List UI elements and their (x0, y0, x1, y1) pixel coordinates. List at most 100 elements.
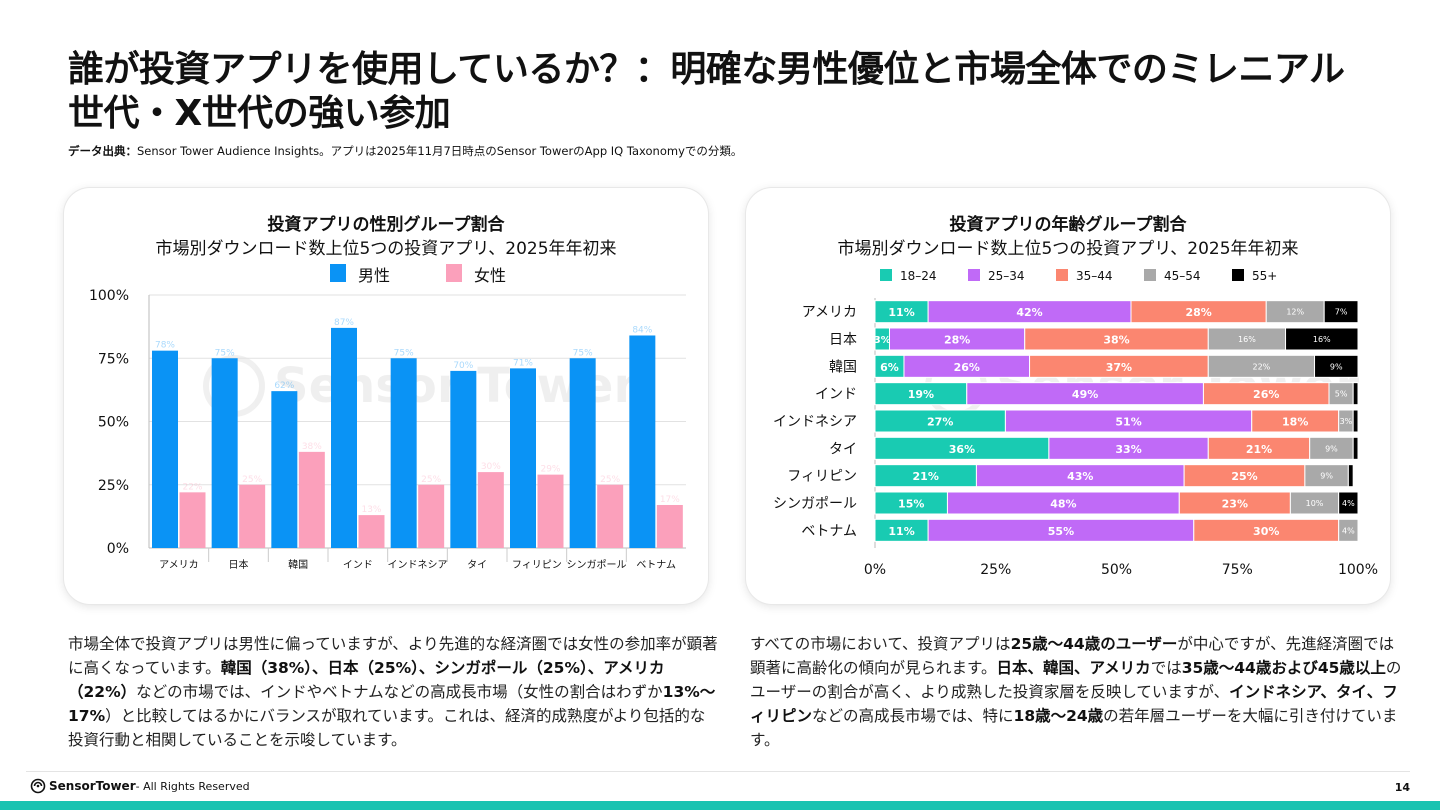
gender-chart-card: 投資アプリの性別グループ割合 市場別ダウンロード数上位5つの投資アプリ、2025… (64, 188, 708, 604)
bar-female (179, 492, 206, 548)
segment-value-label: 30% (1253, 525, 1279, 538)
paragraph-run: 市場全体で投資アプリは男性に偏っていますが、より先進的な経済圏では女性の参加率が… (68, 635, 718, 677)
segment-value-label: 3% (1340, 417, 1353, 426)
bar-male (271, 391, 298, 548)
age-chart: Sensor Tower18–2425–3435–4445–5455+アメリカ1… (773, 269, 1378, 578)
segment-value-label: 15% (898, 498, 924, 511)
legend-label-45–54: 45–54 (1164, 269, 1201, 283)
segment-value-label: 18% (1282, 416, 1308, 429)
bar-value-label: 87% (334, 318, 354, 328)
bar-female (298, 451, 325, 548)
footer-brand: SensorTower (49, 779, 136, 793)
legend-label-35–44: 35–44 (1076, 269, 1113, 283)
segment-55+ (1285, 327, 1359, 351)
legend-label-18–24: 18–24 (900, 269, 937, 283)
segment-value-label: 21% (913, 470, 939, 483)
bar-male (569, 358, 596, 548)
paragraph-run: 25歳〜44歳のユーザー (1010, 635, 1178, 653)
segment-value-label: 9% (1320, 472, 1333, 481)
bar-female (656, 504, 683, 548)
paragraph-run: 日本、韓国、アメリカ (996, 659, 1151, 677)
bar-female (358, 515, 385, 548)
paragraph-run: ）と比較してはるかにバランスが取れています。これは、経済的成熟度がより包括的な投… (68, 707, 706, 749)
segment-value-label: 37% (1106, 361, 1132, 374)
segment-value-label: 3% (874, 335, 891, 346)
paragraph-run: などの高成長市場では、特に (812, 707, 1014, 725)
data-source-label: データ出典： (68, 144, 137, 158)
bar-female (597, 484, 624, 548)
y-category-label: 日本 (829, 332, 857, 348)
bar-male (629, 335, 656, 548)
segment-value-label: 51% (1115, 416, 1141, 429)
x-tick-label: 75% (1222, 562, 1253, 578)
bar-female (537, 474, 564, 548)
legend-label-male: 男性 (358, 266, 390, 285)
bar-female (418, 484, 445, 548)
bar-value-label: 29% (540, 465, 560, 475)
bar-value-label: 30% (481, 462, 501, 472)
y-category-label: ベトナム (801, 523, 857, 539)
segment-value-label: 16% (1238, 335, 1256, 344)
segment-value-label: 26% (1253, 388, 1279, 401)
footer-divider (26, 771, 1410, 772)
segment-value-label: 28% (944, 334, 970, 347)
bar-male (390, 358, 417, 548)
footer-rights: - All Rights Reserved (135, 779, 250, 793)
segment-value-label: 6% (880, 361, 899, 374)
segment-value-label: 33% (1115, 443, 1141, 456)
bar-male (450, 370, 477, 548)
segment-value-label: 38% (1103, 334, 1129, 347)
paragraph-run: の若年層ユーザーを大幅に引き付けています。 (750, 707, 1398, 749)
legend-swatch-18–24 (880, 269, 892, 281)
bar-value-label: 25% (421, 475, 441, 485)
segment-value-label: 26% (954, 361, 980, 374)
y-category-label: シンガポール (773, 496, 857, 512)
y-tick-label: 0% (107, 541, 129, 557)
bar-value-label: 38% (302, 442, 322, 452)
segment-value-label: 25% (1231, 470, 1257, 483)
paragraph-run: 韓国（38%）、日本（25%）、シンガポール（25%）、アメリカ（22%） (68, 659, 665, 701)
segment-value-label: 36% (949, 443, 975, 456)
segment-value-label: 12% (1286, 308, 1304, 317)
age-chart-title: 投資アプリの年齢グループ割合 (949, 215, 1187, 235)
paragraph-run: が中心ですが、先進経済圏では顕著に高齢化の傾向が見られます。 (750, 635, 1395, 677)
x-tick-label: 50% (1101, 562, 1132, 578)
age-chart-subtitle: 市場別ダウンロード数上位5つの投資アプリ、2025年年初来 (837, 239, 1299, 259)
legend-swatch-female (446, 264, 462, 282)
segment-55+ (1352, 436, 1359, 460)
segment-55+ (1323, 300, 1359, 324)
age-chart-card: 投資アプリの年齢グループ割合 市場別ダウンロード数上位5つの投資アプリ、2025… (746, 188, 1390, 604)
segment-55+ (1314, 354, 1359, 378)
bar-male (211, 358, 238, 548)
segment-value-label: 23% (1222, 498, 1248, 511)
segment-value-label: 10% (1306, 499, 1324, 508)
y-tick-label: 100% (89, 288, 129, 304)
paragraph-run: のユーザーの割合が高く、より成熟した投資家層を反映していますが、 (750, 659, 1402, 701)
y-category-label: インドネシア (773, 414, 857, 430)
bar-value-label: 75% (394, 348, 414, 358)
segment-value-label: 7% (1335, 308, 1348, 317)
bar-female (477, 472, 504, 548)
segment-value-label: 11% (888, 306, 914, 319)
legend-swatch-45–54 (1144, 269, 1156, 281)
page-title: 誰が投資アプリを使用しているか？：明確な男性優位と市場全体でのミレニアル世代・X… (68, 49, 1345, 134)
data-source: データ出典：Sensor Tower Audience Insights。アプリ… (68, 143, 742, 159)
bar-value-label: 62% (274, 381, 294, 391)
gender-chart-title: 投資アプリの性別グループ割合 (267, 215, 505, 235)
y-category-label: インド (815, 387, 857, 403)
segment-value-label: 4% (1342, 499, 1355, 508)
y-category-label: フィリピン (787, 469, 857, 485)
data-source-text: Sensor Tower Audience Insights。アプリは2025年… (137, 144, 743, 158)
x-category-label: シンガポール (567, 559, 627, 571)
paragraph-run: では (1150, 659, 1182, 677)
x-tick-label: 100% (1338, 562, 1378, 578)
x-category-label: フィリピン (512, 559, 562, 571)
gender-chart-subtitle: 市場別ダウンロード数上位5つの投資アプリ、2025年年初来 (155, 239, 617, 259)
segment-value-label: 9% (1325, 444, 1338, 453)
segment-value-label: 42% (1016, 306, 1042, 319)
bar-value-label: 70% (453, 361, 473, 371)
sensor-tower-logo-icon (30, 778, 46, 794)
legend-swatch-55+ (1232, 269, 1244, 281)
paragraph-run: 35歳〜44歳および45歳以上 (1181, 659, 1386, 677)
